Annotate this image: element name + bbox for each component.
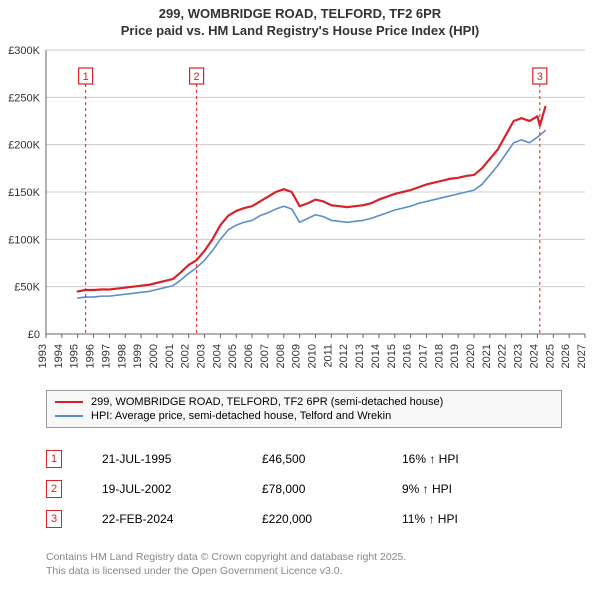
annotation-date: 21-JUL-1995 — [102, 452, 222, 466]
svg-text:2004: 2004 — [211, 344, 223, 368]
chart-area: £0 £50K £100K £150K £200K £250K £300K 1993 1994 1… — [0, 44, 600, 384]
legend-item: 299, WOMBRIDGE ROAD, TELFORD, TF2 6PR (s… — [55, 395, 553, 409]
svg-text:2025: 2025 — [544, 344, 556, 368]
svg-text:3: 3 — [537, 71, 543, 83]
title-line-2: Price paid vs. HM Land Registry's House … — [0, 23, 600, 40]
annotation-price: £220,000 — [262, 512, 362, 526]
svg-text:2014: 2014 — [370, 344, 382, 368]
annotation-number: 1 — [46, 450, 62, 468]
annotation-row: 1 21-JUL-1995 £46,500 16% ↑ HPI — [46, 444, 562, 474]
svg-text:2008: 2008 — [275, 344, 287, 368]
svg-text:£150K: £150K — [8, 187, 40, 199]
svg-text:2000: 2000 — [148, 344, 160, 368]
data-credit: Contains HM Land Registry data © Crown c… — [46, 550, 562, 578]
credit-line-1: Contains HM Land Registry data © Crown c… — [46, 551, 406, 563]
svg-text:2023: 2023 — [513, 344, 525, 368]
svg-text:1993: 1993 — [37, 344, 49, 368]
svg-text:2002: 2002 — [180, 344, 192, 368]
svg-text:2001: 2001 — [164, 344, 176, 368]
svg-text:1997: 1997 — [100, 344, 112, 368]
svg-text:2027: 2027 — [576, 344, 588, 368]
chart-title: 299, WOMBRIDGE ROAD, TELFORD, TF2 6PR Pr… — [0, 0, 600, 40]
annotation-row: 2 19-JUL-2002 £78,000 9% ↑ HPI — [46, 474, 562, 504]
legend-label: 299, WOMBRIDGE ROAD, TELFORD, TF2 6PR (s… — [91, 396, 443, 408]
svg-text:2: 2 — [194, 71, 200, 83]
svg-text:1994: 1994 — [53, 344, 65, 368]
svg-text:2009: 2009 — [291, 344, 303, 368]
svg-text:£50K: £50K — [14, 282, 40, 294]
svg-text:2006: 2006 — [243, 344, 255, 368]
svg-text:2018: 2018 — [433, 344, 445, 368]
svg-text:2003: 2003 — [196, 344, 208, 368]
svg-text:2015: 2015 — [386, 344, 398, 368]
svg-text:1: 1 — [83, 71, 89, 83]
svg-text:2022: 2022 — [497, 344, 509, 368]
annotation-delta: 9% ↑ HPI — [402, 482, 452, 496]
svg-text:2026: 2026 — [560, 344, 572, 368]
svg-text:2012: 2012 — [338, 344, 350, 368]
annotation-date: 19-JUL-2002 — [102, 482, 222, 496]
annotation-price: £78,000 — [262, 482, 362, 496]
svg-text:1996: 1996 — [85, 344, 97, 368]
svg-text:2021: 2021 — [481, 344, 493, 368]
svg-text:2010: 2010 — [307, 344, 319, 368]
svg-text:£200K: £200K — [8, 140, 40, 152]
svg-text:2007: 2007 — [259, 344, 271, 368]
svg-text:1998: 1998 — [116, 344, 128, 368]
svg-text:2020: 2020 — [465, 344, 477, 368]
legend-swatch — [55, 415, 83, 417]
legend-label: HPI: Average price, semi-detached house,… — [91, 410, 391, 422]
svg-text:2005: 2005 — [227, 344, 239, 368]
title-line-1: 299, WOMBRIDGE ROAD, TELFORD, TF2 6PR — [0, 6, 600, 23]
svg-text:1995: 1995 — [69, 344, 81, 368]
svg-text:2016: 2016 — [402, 344, 414, 368]
legend-box: 299, WOMBRIDGE ROAD, TELFORD, TF2 6PR (s… — [46, 390, 562, 428]
annotation-delta: 11% ↑ HPI — [402, 512, 458, 526]
page-root: 299, WOMBRIDGE ROAD, TELFORD, TF2 6PR Pr… — [0, 0, 600, 590]
annotation-row: 3 22-FEB-2024 £220,000 11% ↑ HPI — [46, 504, 562, 534]
annotation-number: 3 — [46, 510, 62, 528]
chart-svg: £0 £50K £100K £150K £200K £250K £300K 1993 1994 1… — [0, 44, 600, 384]
annotation-delta: 16% ↑ HPI — [402, 452, 459, 466]
legend-swatch — [55, 401, 83, 403]
svg-text:£0: £0 — [28, 329, 40, 341]
svg-text:2024: 2024 — [528, 344, 540, 368]
credit-line-2: This data is licensed under the Open Gov… — [46, 565, 343, 577]
annotation-price: £46,500 — [262, 452, 362, 466]
svg-text:2013: 2013 — [354, 344, 366, 368]
legend-item: HPI: Average price, semi-detached house,… — [55, 409, 553, 423]
annotation-table: 1 21-JUL-1995 £46,500 16% ↑ HPI 2 19-JUL-2002… — [46, 444, 562, 534]
svg-text:£100K: £100K — [8, 234, 40, 246]
svg-text:2017: 2017 — [417, 344, 429, 368]
annotation-date: 22-FEB-2024 — [102, 512, 222, 526]
svg-text:2019: 2019 — [449, 344, 461, 368]
svg-text:£250K: £250K — [8, 92, 40, 104]
svg-text:2011: 2011 — [322, 344, 334, 368]
annotation-number: 2 — [46, 480, 62, 498]
svg-text:£300K: £300K — [8, 45, 40, 57]
svg-text:1999: 1999 — [132, 344, 144, 368]
